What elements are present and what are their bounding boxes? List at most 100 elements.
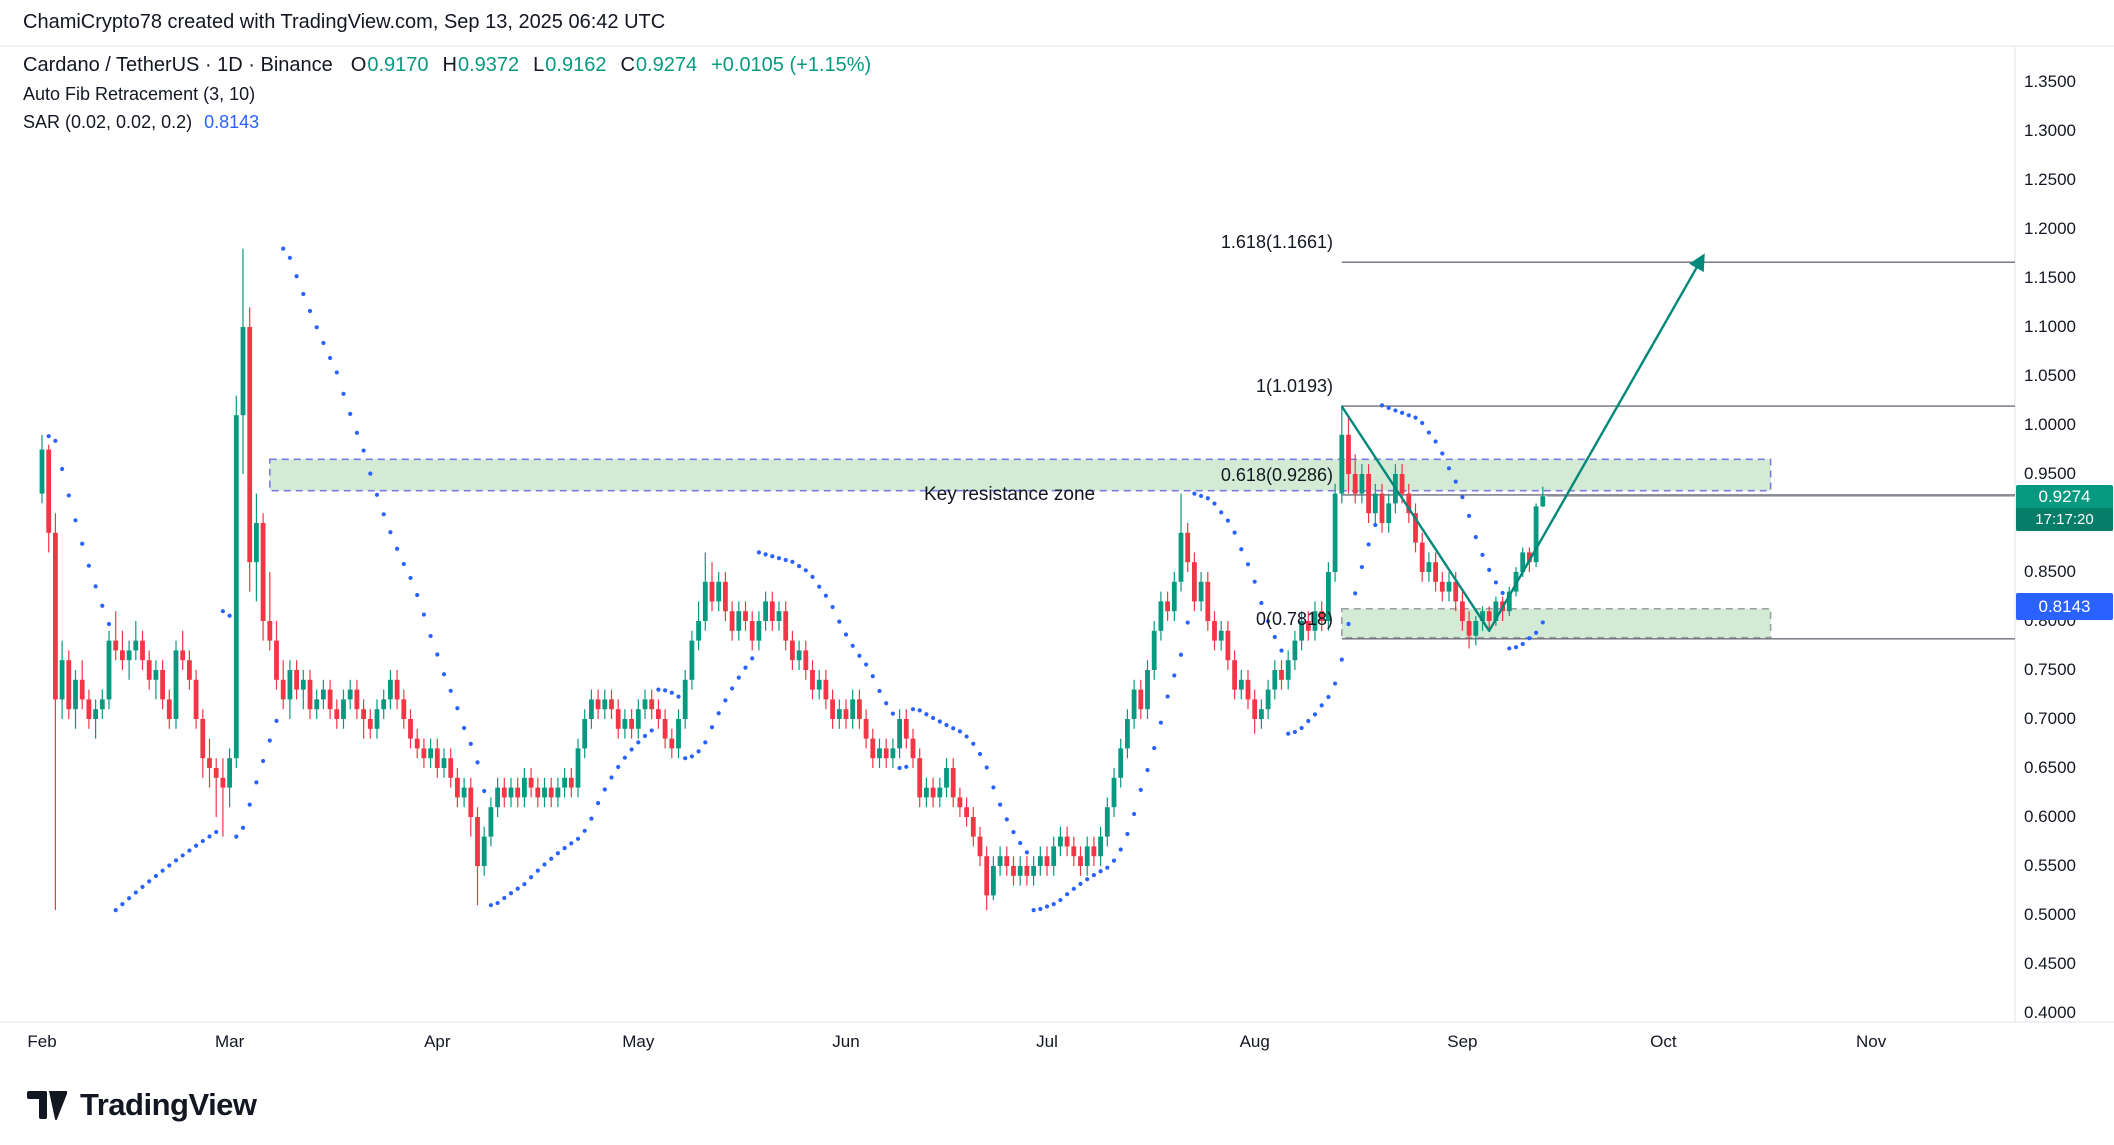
candle-body (280, 679, 286, 700)
sar-dot (1534, 630, 1539, 635)
sar-dot (374, 492, 380, 497)
price-tick-label: 0.4500 (2024, 954, 2076, 973)
time-tick-label: Nov (1855, 1032, 1887, 1051)
candle-body (66, 660, 72, 710)
candle-body (1473, 621, 1479, 636)
indicator-legend-sar[interactable]: SAR (0.02, 0.02, 0.2) 0.8143 (23, 112, 871, 133)
candle-body (1084, 846, 1090, 866)
candle-body (1071, 846, 1077, 857)
sar-dot (1165, 694, 1170, 699)
candle-body (528, 777, 534, 788)
time-tick-label: Apr (424, 1032, 451, 1051)
price-tick-label: 1.1500 (2024, 268, 2076, 287)
tradingview-logo-text: TradingView (80, 1087, 257, 1122)
fib-indicator-name: Auto Fib Retracement (3, 10) (23, 84, 256, 104)
candle-body (548, 787, 554, 798)
sar-dot (1292, 729, 1297, 735)
candle-body (930, 787, 936, 798)
candle-body (1366, 474, 1371, 514)
candle-body (1098, 836, 1103, 857)
sar-dot (1259, 600, 1264, 606)
sar-dot (1011, 829, 1016, 835)
candle-body (1245, 679, 1251, 700)
candle-body (227, 758, 232, 788)
candle-body (1232, 660, 1237, 690)
tradingview-logo[interactable]: TradingView (27, 1087, 257, 1123)
candle-body (1058, 836, 1063, 847)
candle-body (1480, 611, 1485, 621)
symbol-title: Cardano / TetherUS · 1D · Binance (23, 54, 333, 76)
candle-body (120, 650, 125, 661)
candle-body (783, 611, 789, 641)
candle-body (428, 748, 433, 759)
symbol-legend-row[interactable]: Cardano / TetherUS · 1D · Binance O 0.917… (23, 54, 871, 77)
sar-dot (575, 836, 581, 841)
candle-body (635, 709, 641, 729)
sar-dot (408, 575, 413, 581)
sar-dot (1353, 591, 1358, 596)
sar-dot (368, 471, 373, 476)
candle-body (883, 748, 889, 759)
candle-body (495, 787, 500, 808)
sar-dot (314, 325, 319, 330)
sar-price-label: 0.8143 (2016, 592, 2113, 620)
candle-body (1446, 581, 1452, 592)
candle-body (1198, 581, 1204, 602)
price-tick-label: 0.7500 (2024, 660, 2076, 679)
fib-label-1: 1(1.0193) (1255, 376, 1333, 397)
sar-dot (502, 895, 507, 901)
sar-dot (1520, 641, 1525, 647)
candle-body (126, 650, 132, 661)
sar-dot (562, 846, 567, 851)
candle-body (220, 777, 226, 788)
candle-body (756, 621, 762, 641)
sar-dot (776, 556, 782, 561)
candle-body (1359, 474, 1365, 494)
candle-body (950, 768, 956, 798)
candle-body (716, 581, 722, 602)
candle-body (629, 719, 634, 729)
time-tick-label: Mar (214, 1032, 245, 1051)
candle-body (1339, 434, 1345, 494)
price-tick-label: 0.5000 (2024, 905, 2076, 924)
candle-body (173, 650, 179, 719)
candle-body (1272, 670, 1278, 690)
sar-dot (334, 370, 339, 375)
sar-dot (716, 711, 721, 716)
sar-dot (1440, 451, 1445, 456)
candle-body (1453, 581, 1459, 602)
candle-body (1145, 670, 1150, 710)
resistance-zone (268, 458, 1772, 492)
sar-dot (750, 656, 755, 661)
candle-body (200, 719, 206, 759)
price-tick-label: 1.0000 (2024, 415, 2076, 434)
sar-dot (455, 706, 460, 711)
sar-dot (555, 851, 561, 856)
sar-dot (388, 530, 393, 535)
sar-dot (361, 448, 366, 453)
candle-body (53, 532, 58, 700)
sar-dot (1513, 645, 1519, 650)
sar-dot (307, 308, 313, 314)
sar-dot (636, 740, 641, 745)
sar-dot (924, 712, 929, 717)
indicator-legend-fib[interactable]: Auto Fib Retracement (3, 10) (23, 84, 871, 105)
sar-dot (341, 391, 346, 396)
candle-body (656, 709, 661, 719)
sar-dot (1326, 694, 1331, 700)
time-scale[interactable]: Feb Mar Apr May Jun Jul Aug Sep Oct Nov (0, 1022, 2114, 1066)
candle-body (642, 699, 648, 710)
sar-dot (1346, 621, 1351, 627)
sar-dot (167, 863, 172, 868)
candle-body (649, 699, 655, 710)
candle-body (73, 679, 78, 710)
candle-body (676, 719, 681, 749)
sar-dot (837, 619, 842, 624)
sar-dot (53, 438, 58, 443)
candle-body (240, 327, 246, 416)
sar-dot (435, 652, 440, 657)
fib-label-2: 0.618(0.9286) (1220, 464, 1333, 485)
sar-dot (100, 603, 105, 608)
